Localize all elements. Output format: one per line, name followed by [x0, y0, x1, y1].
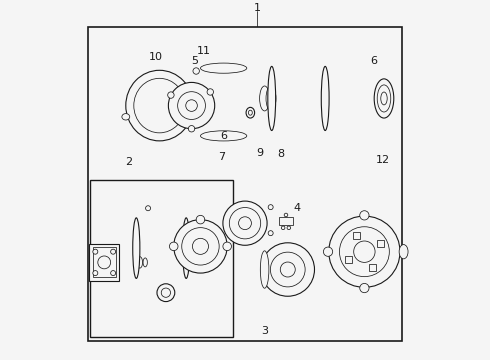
- Circle shape: [360, 283, 369, 293]
- Ellipse shape: [134, 78, 185, 133]
- Circle shape: [170, 242, 178, 251]
- Ellipse shape: [321, 66, 329, 131]
- Ellipse shape: [399, 244, 408, 259]
- Circle shape: [111, 249, 116, 254]
- Text: 7: 7: [218, 152, 225, 162]
- Ellipse shape: [168, 92, 174, 98]
- Ellipse shape: [377, 85, 391, 112]
- Bar: [353, 232, 360, 239]
- Circle shape: [223, 201, 267, 245]
- Circle shape: [178, 92, 205, 120]
- Text: 2: 2: [125, 157, 133, 167]
- Circle shape: [174, 220, 227, 273]
- Text: 9: 9: [256, 148, 264, 158]
- Circle shape: [182, 228, 219, 265]
- Circle shape: [229, 207, 261, 239]
- Circle shape: [98, 256, 111, 269]
- Text: 5: 5: [192, 56, 198, 66]
- Circle shape: [186, 100, 197, 111]
- Circle shape: [284, 213, 288, 217]
- Circle shape: [281, 226, 285, 230]
- Ellipse shape: [133, 218, 140, 278]
- Circle shape: [93, 249, 98, 254]
- Ellipse shape: [183, 218, 190, 278]
- Text: 1: 1: [254, 3, 261, 13]
- Ellipse shape: [374, 79, 394, 118]
- Ellipse shape: [137, 257, 143, 268]
- Circle shape: [193, 238, 208, 255]
- Circle shape: [340, 227, 390, 276]
- Circle shape: [169, 82, 215, 129]
- Ellipse shape: [207, 89, 214, 95]
- Text: 12: 12: [376, 156, 391, 166]
- Ellipse shape: [260, 86, 270, 111]
- Circle shape: [193, 68, 199, 74]
- Bar: [88, 27, 402, 341]
- Ellipse shape: [143, 258, 147, 267]
- Circle shape: [287, 226, 291, 230]
- Circle shape: [111, 271, 116, 275]
- Circle shape: [146, 206, 150, 211]
- Text: 6: 6: [370, 57, 377, 66]
- Ellipse shape: [126, 70, 193, 141]
- Ellipse shape: [381, 92, 387, 105]
- Circle shape: [93, 271, 98, 275]
- Ellipse shape: [266, 86, 276, 111]
- Circle shape: [239, 217, 251, 230]
- Text: 4: 4: [293, 203, 300, 213]
- Ellipse shape: [188, 126, 195, 132]
- Ellipse shape: [200, 131, 247, 141]
- Bar: [93, 247, 116, 277]
- Bar: [279, 217, 293, 225]
- Text: 8: 8: [277, 149, 284, 159]
- Circle shape: [268, 204, 273, 210]
- Circle shape: [161, 288, 171, 297]
- Ellipse shape: [268, 66, 276, 131]
- Circle shape: [354, 241, 375, 262]
- Circle shape: [268, 231, 273, 236]
- Ellipse shape: [246, 107, 255, 118]
- Circle shape: [329, 216, 400, 287]
- Bar: [369, 264, 376, 271]
- Text: 10: 10: [149, 53, 163, 63]
- Bar: [345, 256, 352, 264]
- Ellipse shape: [248, 110, 252, 115]
- Circle shape: [196, 215, 205, 224]
- Text: 11: 11: [197, 46, 211, 57]
- Circle shape: [223, 242, 231, 251]
- Bar: [89, 244, 119, 281]
- Circle shape: [261, 243, 315, 296]
- Ellipse shape: [189, 114, 197, 120]
- Circle shape: [157, 284, 175, 302]
- Circle shape: [280, 262, 295, 277]
- Text: 3: 3: [261, 326, 268, 336]
- Circle shape: [360, 211, 369, 220]
- Bar: [90, 180, 233, 337]
- Text: 6: 6: [220, 131, 227, 141]
- Circle shape: [323, 247, 333, 256]
- Ellipse shape: [260, 251, 269, 288]
- Bar: [377, 240, 384, 247]
- Circle shape: [270, 252, 305, 287]
- Ellipse shape: [122, 114, 130, 120]
- Ellipse shape: [200, 63, 247, 73]
